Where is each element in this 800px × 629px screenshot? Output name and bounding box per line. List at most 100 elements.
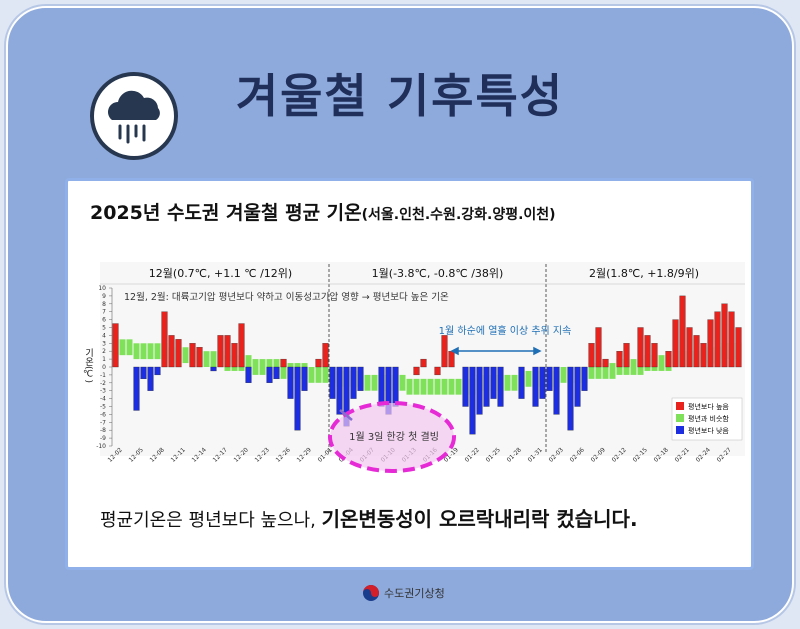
- normal-band: [434, 378, 441, 395]
- normal-band: [322, 367, 329, 383]
- normal-band: [441, 378, 448, 395]
- bar: [686, 327, 693, 368]
- month-label: 1월(-3.8℃, -0.8℃ /38위): [372, 267, 504, 280]
- bar: [413, 366, 420, 376]
- chart-title: 2025년 수도권 겨울철 평균 기온(서울.인천.수원.강화.양평.이천): [90, 198, 556, 225]
- normal-band: [252, 359, 259, 375]
- y-axis-label: 기온(℃): [83, 348, 93, 383]
- normal-band: [560, 367, 567, 383]
- bar: [595, 327, 602, 368]
- normal-band: [504, 374, 511, 391]
- normal-band: [602, 363, 609, 379]
- bar: [133, 366, 140, 411]
- bar: [728, 311, 735, 368]
- legend-label: 평년보다 높음: [688, 402, 729, 411]
- normal-band: [182, 347, 189, 364]
- legend-swatch: [676, 402, 684, 410]
- bar: [441, 335, 448, 368]
- normal-band: [119, 339, 126, 356]
- highlight-ellipse: [328, 401, 456, 473]
- normal-band: [658, 355, 665, 371]
- bar: [147, 366, 154, 391]
- bar: [266, 366, 273, 383]
- y-tick-label: -2: [100, 380, 106, 387]
- bar: [518, 366, 525, 399]
- y-tick-label: 2: [102, 348, 106, 355]
- bar: [637, 327, 644, 368]
- bar: [651, 343, 658, 368]
- bar: [161, 311, 168, 368]
- month-label: 2월(1.8℃, +1.8/9위): [589, 267, 699, 280]
- normal-band: [147, 343, 154, 360]
- bar: [623, 343, 630, 368]
- y-tick-label: -9: [100, 435, 106, 442]
- bar: [392, 366, 399, 407]
- normal-band: [588, 363, 595, 379]
- weather-icon: [90, 72, 178, 160]
- bar: [434, 366, 441, 376]
- bar: [378, 366, 385, 407]
- bar: [196, 347, 203, 368]
- y-tick-label: -8: [100, 427, 106, 434]
- chart-subtitle: (서울.인천.수원.강화.양평.이천): [361, 207, 556, 223]
- bar: [714, 311, 721, 368]
- bar: [497, 366, 504, 407]
- normal-band: [406, 378, 413, 395]
- bar: [357, 366, 364, 391]
- bar: [679, 295, 686, 368]
- bar: [238, 323, 245, 368]
- y-tick-label: -3: [100, 388, 106, 395]
- message-plain: 평균기온은 평년보다 높으나,: [100, 510, 316, 531]
- bar: [329, 366, 336, 399]
- bar: [315, 358, 322, 368]
- bar: [539, 366, 546, 399]
- bar: [574, 366, 581, 407]
- bar: [448, 351, 455, 368]
- annotation: 12월, 2월: 대륙고기압 평년보다 약하고 이동성고기압 영향 → 평년보다…: [124, 291, 449, 303]
- normal-band: [203, 351, 210, 367]
- bar: [112, 323, 119, 368]
- bar: [301, 366, 308, 391]
- bar: [553, 366, 560, 415]
- footer-text: 수도권기상청: [384, 587, 445, 600]
- legend-label: 평년과 비슷함: [688, 414, 729, 423]
- bar: [294, 366, 301, 431]
- month-label: 12월(0.7℃, +1.1 ℃ /12위): [149, 267, 292, 280]
- y-tick-label: 3: [102, 340, 106, 347]
- y-tick-label: -6: [100, 411, 106, 418]
- y-tick-label: 9: [102, 293, 106, 300]
- y-tick-label: 1: [102, 356, 106, 363]
- bar: [721, 303, 728, 368]
- bar: [280, 358, 287, 368]
- normal-band: [413, 378, 420, 395]
- bar: [168, 335, 175, 368]
- normal-band: [315, 367, 322, 383]
- bar: [672, 319, 679, 368]
- bar: [154, 366, 161, 376]
- bar: [490, 366, 497, 399]
- normal-band: [371, 374, 378, 391]
- y-tick-label: 8: [102, 301, 106, 308]
- normal-band: [154, 343, 161, 360]
- bar: [616, 351, 623, 368]
- bar: [462, 366, 469, 407]
- normal-band: [126, 339, 133, 356]
- footer: 수도권기상청: [362, 584, 445, 602]
- bar: [476, 366, 483, 415]
- normal-band: [609, 363, 616, 379]
- bar: [735, 327, 742, 368]
- y-tick-label: 5: [102, 325, 106, 332]
- normal-band: [455, 378, 462, 395]
- bar: [140, 366, 147, 380]
- normal-band: [280, 363, 287, 379]
- normal-band: [245, 355, 252, 371]
- y-tick-label: 10: [98, 285, 106, 292]
- legend-label: 평년보다 낮음: [688, 426, 729, 435]
- message-bold: 기온변동성이 오르락내리락 컸습니다.: [321, 507, 638, 531]
- bar: [602, 358, 609, 368]
- page-title: 겨울철 기후특성: [235, 69, 565, 123]
- bar: [189, 343, 196, 368]
- annotation: 1월 하순에 열흘 이상 추위 지속: [439, 324, 572, 337]
- bar: [245, 366, 252, 383]
